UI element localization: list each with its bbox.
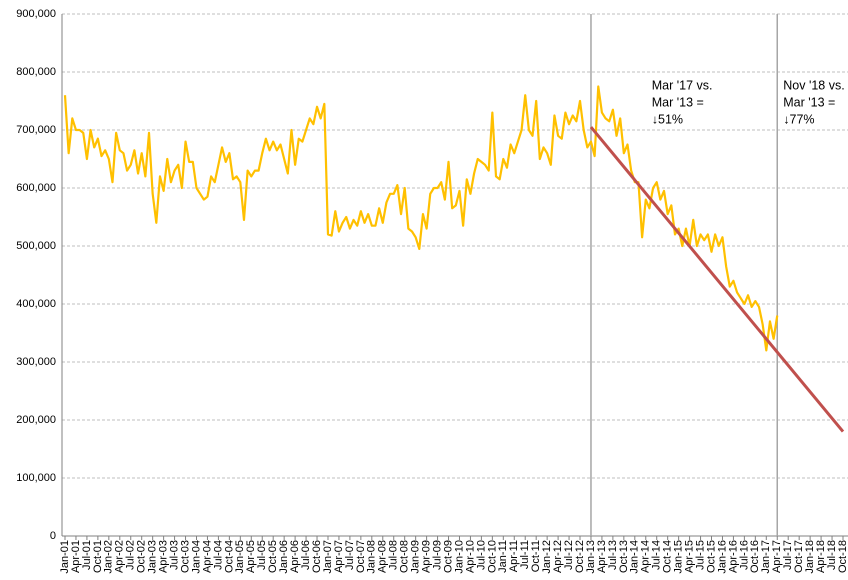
x-tick-label: Oct-11 <box>530 540 542 572</box>
x-tick-label: Oct-14 <box>662 540 674 573</box>
y-tick-label: 300,000 <box>16 356 56 368</box>
x-tick-label: Jul-09 <box>431 540 443 570</box>
x-tick-label: Oct-08 <box>399 540 411 573</box>
x-tick-label: Jan-17 <box>760 540 772 574</box>
x-tick-label: Jul-08 <box>388 540 400 570</box>
annotation: Mar '13 = <box>652 95 704 109</box>
x-tick-label: Oct-01 <box>92 540 104 573</box>
x-tick-label: Apr-01 <box>70 540 82 573</box>
x-tick-label: Apr-13 <box>596 540 608 573</box>
x-tick-label: Jul-12 <box>563 540 575 570</box>
x-tick-label: Apr-05 <box>245 540 257 573</box>
x-tick-label: Apr-14 <box>640 540 652 573</box>
x-tick-label: Jan-05 <box>234 540 246 574</box>
y-tick-label: 800,000 <box>16 66 56 78</box>
y-tick-label: 900,000 <box>16 8 56 20</box>
x-tick-label: Jan-04 <box>190 540 202 574</box>
y-tick-label: 700,000 <box>16 124 56 136</box>
annotation: Mar '17 vs. <box>652 78 713 92</box>
x-tick-label: Jul-14 <box>651 540 663 570</box>
x-tick-label: Oct-04 <box>223 540 235 573</box>
x-tick-label: Jul-01 <box>81 540 93 570</box>
x-tick-label: Oct-06 <box>311 540 323 573</box>
x-tick-label: Apr-17 <box>771 540 783 573</box>
x-tick-label: Jan-01 <box>59 540 71 574</box>
y-tick-label: 400,000 <box>16 298 56 310</box>
annotation: ↓77% <box>783 112 814 126</box>
x-tick-label: Jul-13 <box>607 540 619 570</box>
x-tick-label: Jan-18 <box>804 540 816 574</box>
x-tick-label: Jan-11 <box>497 540 509 573</box>
x-tick-label: Jan-12 <box>541 540 553 574</box>
x-tick-label: Jul-11 <box>519 540 531 569</box>
x-tick-label: Jul-15 <box>694 540 706 570</box>
y-tick-label: 100,000 <box>16 472 56 484</box>
x-tick-label: Apr-10 <box>464 540 476 573</box>
x-tick-label: Apr-02 <box>114 540 126 573</box>
x-tick-label: Oct-02 <box>136 540 148 573</box>
x-tick-label: Oct-15 <box>705 540 717 573</box>
y-tick-label: 600,000 <box>16 182 56 194</box>
data-line <box>63 85 779 352</box>
annotation: ↓51% <box>652 112 683 126</box>
x-tick-label: Apr-06 <box>289 540 301 573</box>
x-tick-label: Jan-16 <box>716 540 728 574</box>
x-tick-label: Jul-17 <box>782 540 794 570</box>
trend-line <box>589 126 845 433</box>
x-tick-label: Jan-15 <box>673 540 685 574</box>
x-tick-label: Jul-03 <box>168 540 180 570</box>
x-tick-label: Jul-05 <box>256 540 268 570</box>
x-tick-label: Jan-09 <box>410 540 422 574</box>
x-tick-label: Jul-02 <box>125 540 137 570</box>
x-tick-label: Jan-07 <box>322 540 334 574</box>
y-tick-label: 200,000 <box>16 414 56 426</box>
x-tick-label: Oct-10 <box>486 540 498 573</box>
x-tick-label: Jan-13 <box>585 540 597 574</box>
x-tick-label: Apr-11 <box>508 540 520 572</box>
x-tick-label: Apr-09 <box>421 540 433 573</box>
x-tick-label: Oct-07 <box>355 540 367 573</box>
x-tick-label: Jul-10 <box>475 540 487 570</box>
x-tick-label: Apr-15 <box>683 540 695 573</box>
x-tick-label: Apr-08 <box>377 540 389 573</box>
x-tick-label: Apr-03 <box>158 540 170 573</box>
x-tick-label: Jan-06 <box>278 540 290 574</box>
x-tick-label: Oct-05 <box>267 540 279 573</box>
x-tick-label: Oct-16 <box>749 540 761 573</box>
x-tick-label: Oct-03 <box>179 540 191 573</box>
x-tick-label: Jul-18 <box>826 540 838 570</box>
x-tick-label: Jan-14 <box>629 540 641 574</box>
x-tick-label: Jul-06 <box>300 540 312 570</box>
annotation: Nov '18 vs. <box>783 78 844 92</box>
x-tick-label: Apr-18 <box>815 540 827 573</box>
x-tick-label: Oct-12 <box>574 540 586 573</box>
x-tick-label: Oct-13 <box>618 540 630 573</box>
x-tick-label: Oct-18 <box>837 540 848 573</box>
y-tick-label: 0 <box>50 530 56 542</box>
x-tick-label: Oct-09 <box>442 540 454 573</box>
x-tick-label: Jan-02 <box>103 540 115 574</box>
x-tick-label: Apr-07 <box>333 540 345 573</box>
x-tick-label: Jul-16 <box>738 540 750 570</box>
x-tick-label: Apr-16 <box>727 540 739 573</box>
x-tick-label: Oct-17 <box>793 540 805 573</box>
x-tick-label: Apr-04 <box>201 540 213 573</box>
annotation: Mar '13 = <box>783 95 835 109</box>
x-tick-label: Jan-03 <box>147 540 159 574</box>
x-tick-label: Jul-04 <box>212 540 224 570</box>
x-tick-label: Jul-07 <box>344 540 356 570</box>
y-tick-label: 500,000 <box>16 240 56 252</box>
x-tick-label: Jan-10 <box>453 540 465 574</box>
x-tick-label: Apr-12 <box>552 540 564 573</box>
x-tick-label: Jan-08 <box>366 540 378 574</box>
